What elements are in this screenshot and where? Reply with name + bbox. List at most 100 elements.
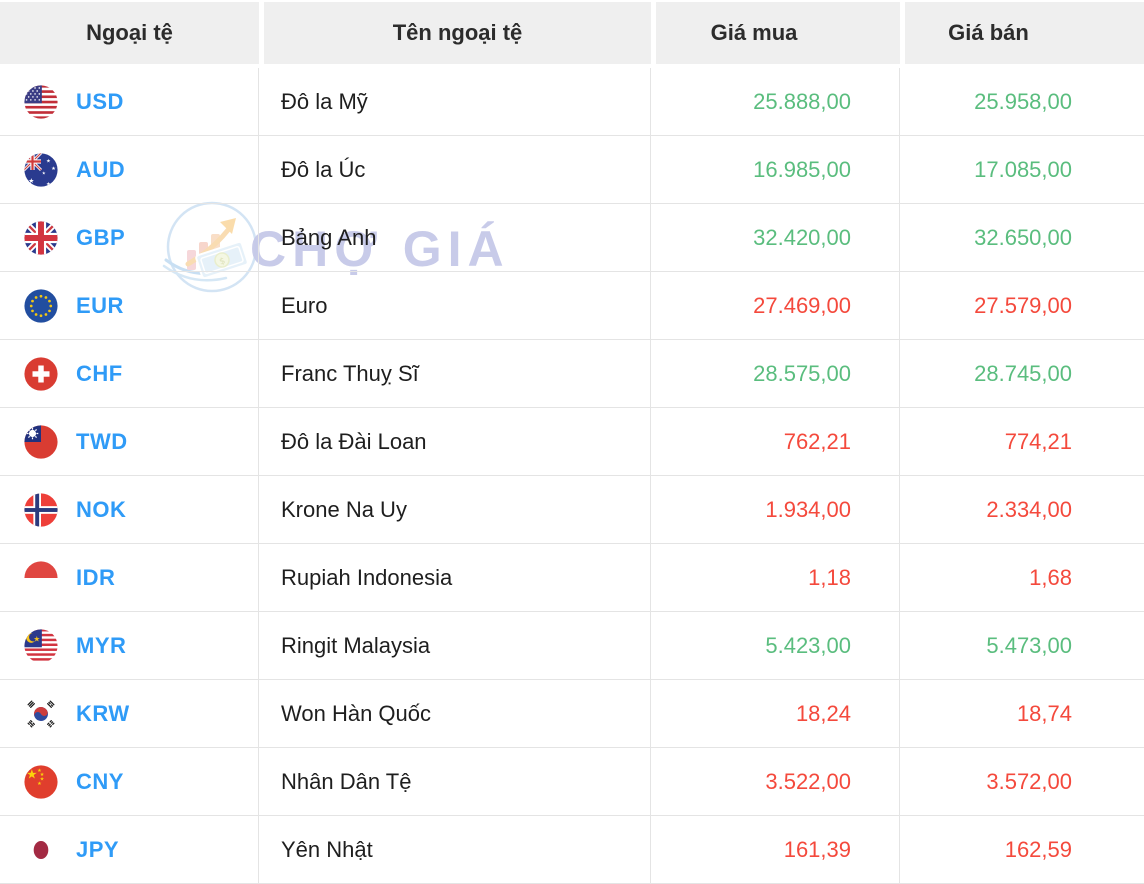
sell-cell: 1,68 [900, 544, 1144, 611]
us-flag-icon [24, 84, 58, 119]
sell-cell: 28.745,00 [900, 340, 1144, 407]
name-cell: Bảng Anh [259, 204, 651, 271]
table-row: ★ ★ ★ ★ ★ CNY Nhân Dân Tệ 3.522,00 3.572,00 [0, 748, 1144, 816]
currency-cell: TWD [0, 408, 259, 475]
buy-cell: 5.423,00 [651, 612, 900, 679]
table-row: ★ ★ ★ ★ ★ AUD Đô la Úc 16.985,00 17.085,00 [0, 136, 1144, 204]
currency-name: Đô la Úc [281, 156, 366, 182]
currency-code-link[interactable]: JPY [76, 836, 120, 862]
currency-cell: JPY [0, 816, 259, 883]
sell-cell: 2.334,00 [900, 476, 1144, 543]
buy-price: 5.423,00 [765, 632, 851, 658]
table-row: GBP Bảng Anh 32.420,00 32.650,00 [0, 204, 1144, 272]
column-header-currency-name: Tên ngoại tệ [259, 2, 651, 64]
no-flag-icon [24, 492, 58, 527]
currency-name: Rupiah Indonesia [281, 564, 453, 590]
currency-code-link[interactable]: CNY [76, 768, 124, 794]
cn-flag-icon: ★ ★ ★ ★ ★ [24, 764, 58, 799]
name-cell: Nhân Dân Tệ [259, 748, 651, 815]
buy-price: 1,18 [808, 564, 851, 590]
sell-price: 1,68 [1029, 564, 1072, 590]
buy-cell: 18,24 [651, 680, 900, 747]
currency-code-link[interactable]: KRW [76, 700, 130, 726]
table-row: EUR Euro 27.469,00 27.579,00 [0, 272, 1144, 340]
currency-code-link[interactable]: IDR [76, 564, 116, 590]
name-cell: Krone Na Uy [259, 476, 651, 543]
sell-price: 25.958,00 [974, 88, 1072, 114]
currency-code-link[interactable]: AUD [76, 156, 126, 182]
buy-price: 1.934,00 [765, 496, 851, 522]
table-row: ★ MYR Ringit Malaysia 5.423,00 5.473,00 [0, 612, 1144, 680]
currency-cell: IDR [0, 544, 259, 611]
sell-price: 2.334,00 [986, 496, 1072, 522]
sell-price: 32.650,00 [974, 224, 1072, 250]
eu-flag-icon [24, 288, 58, 323]
name-cell: Euro [259, 272, 651, 339]
svg-text:★: ★ [40, 776, 45, 782]
currency-cell: EUR [0, 272, 259, 339]
currency-code-link[interactable]: EUR [76, 292, 124, 318]
svg-text:★: ★ [42, 170, 46, 176]
buy-price: 3.522,00 [765, 768, 851, 794]
sell-cell: 18,74 [900, 680, 1144, 747]
currency-name: Nhân Dân Tệ [281, 768, 412, 794]
buy-cell: 25.888,00 [651, 68, 900, 135]
sell-price: 18,74 [1016, 700, 1072, 726]
currency-name: Yên Nhật [281, 836, 373, 862]
buy-cell: 762,21 [651, 408, 900, 475]
sell-price: 774,21 [1004, 428, 1072, 454]
buy-cell: 1,18 [651, 544, 900, 611]
ch-flag-icon [24, 356, 58, 391]
buy-cell: 32.420,00 [651, 204, 900, 271]
currency-code-link[interactable]: TWD [76, 428, 128, 454]
svg-text:★: ★ [26, 767, 37, 782]
buy-price: 28.575,00 [753, 360, 851, 386]
svg-text:★: ★ [46, 158, 51, 164]
sell-price: 162,59 [1004, 836, 1072, 862]
sell-price: 5.473,00 [986, 632, 1072, 658]
buy-cell: 27.469,00 [651, 272, 900, 339]
currency-code-link[interactable]: GBP [76, 224, 126, 250]
buy-cell: 3.522,00 [651, 748, 900, 815]
svg-text:★: ★ [37, 780, 42, 786]
table-body: USD Đô la Mỹ 25.888,00 25.958,00 ★ ★ ★ ★ ★ A… [0, 68, 1144, 884]
buy-price: 762,21 [783, 428, 851, 454]
currency-cell: ★ ★ ★ ★ ★ CNY [0, 748, 259, 815]
buy-price: 161,39 [783, 836, 851, 862]
sell-cell: 5.473,00 [900, 612, 1144, 679]
buy-cell: 16.985,00 [651, 136, 900, 203]
buy-cell: 28.575,00 [651, 340, 900, 407]
currency-name: Đô la Mỹ [281, 88, 368, 114]
sell-cell: 32.650,00 [900, 204, 1144, 271]
au-flag-icon: ★ ★ ★ ★ ★ [24, 152, 58, 187]
name-cell: Yên Nhật [259, 816, 651, 883]
id-flag-icon [24, 560, 58, 595]
svg-text:★: ★ [40, 772, 45, 778]
currency-cell: NOK [0, 476, 259, 543]
sell-price: 17.085,00 [974, 156, 1072, 182]
currency-code-link[interactable]: MYR [76, 632, 127, 658]
currency-name: Bảng Anh [281, 224, 377, 250]
table-row: NOK Krone Na Uy 1.934,00 2.334,00 [0, 476, 1144, 544]
table-row: IDR Rupiah Indonesia 1,18 1,68 [0, 544, 1144, 612]
currency-code-link[interactable]: CHF [76, 360, 123, 386]
svg-text:★: ★ [46, 181, 51, 187]
sell-price: 28.745,00 [974, 360, 1072, 386]
currency-name: Won Hàn Quốc [281, 700, 432, 726]
currency-code-link[interactable]: USD [76, 88, 124, 114]
sell-cell: 25.958,00 [900, 68, 1144, 135]
currency-code-link[interactable]: NOK [76, 496, 127, 522]
column-header-sell-price: Giá bán [900, 2, 1144, 64]
name-cell: Rupiah Indonesia [259, 544, 651, 611]
name-cell: Đô la Đài Loan [259, 408, 651, 475]
buy-price: 32.420,00 [753, 224, 851, 250]
table-row: TWD Đô la Đài Loan 762,21 774,21 [0, 408, 1144, 476]
sell-cell: 17.085,00 [900, 136, 1144, 203]
table-header-row: Ngoại tệ Tên ngoại tệ Giá mua Giá bán [0, 2, 1144, 64]
currency-cell: ★ ★ ★ ★ ★ AUD [0, 136, 259, 203]
table-row: CHF Franc Thuỵ Sĩ 28.575,00 28.745,00 [0, 340, 1144, 408]
tw-flag-icon [24, 424, 58, 459]
svg-text:★: ★ [37, 768, 42, 774]
sell-price: 27.579,00 [974, 292, 1072, 318]
